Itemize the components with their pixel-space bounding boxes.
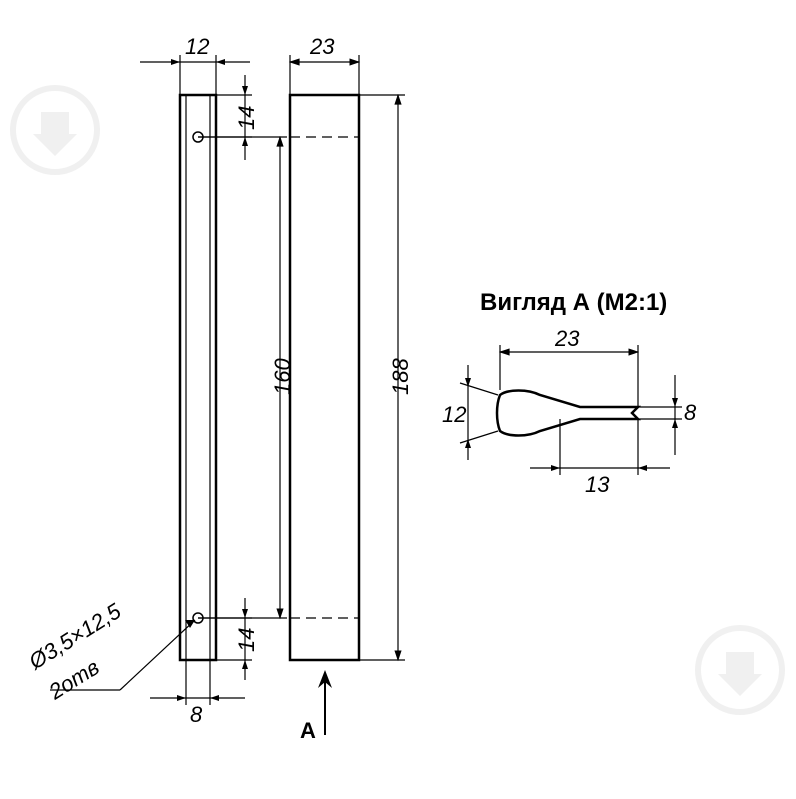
dim-14-bottom: 14 [198, 598, 259, 680]
view-a-label: А [300, 718, 316, 743]
dim-160: 160 [198, 137, 295, 618]
dim-14-top-label: 14 [234, 106, 259, 130]
detail-title: Вигляд А (М2:1) [480, 289, 667, 316]
detail-13-label: 13 [585, 472, 610, 497]
dim-8-bottom: 8 [150, 660, 245, 727]
dim-160-label: 160 [270, 358, 295, 395]
view-arrow-a: А [300, 670, 332, 743]
side-view [290, 95, 359, 660]
dim-8-label: 8 [190, 702, 203, 727]
dim-14-bot-label: 14 [234, 628, 259, 652]
watermark-top-left [13, 88, 97, 172]
dim-12-label: 12 [185, 34, 209, 59]
detail-23-label: 23 [554, 326, 580, 351]
dim-top-23: 23 [290, 34, 359, 95]
watermark-bottom-right [698, 628, 782, 712]
front-view [180, 95, 216, 660]
dim-23-label: 23 [309, 34, 335, 59]
dim-188: 188 [359, 95, 413, 660]
detail-view-a: Вигляд А (М2:1) 23 12 8 13 [442, 289, 697, 497]
detail-12-label: 12 [442, 402, 466, 427]
hole-callout: Ø3,5×12,5 2отв [24, 598, 195, 705]
detail-8-label: 8 [684, 400, 697, 425]
dim-188-label: 188 [388, 358, 413, 395]
dim-14-top: 14 [198, 75, 259, 160]
dim-top-12: 12 [140, 34, 250, 95]
technical-drawing: 12 23 14 14 160 188 [0, 0, 796, 799]
